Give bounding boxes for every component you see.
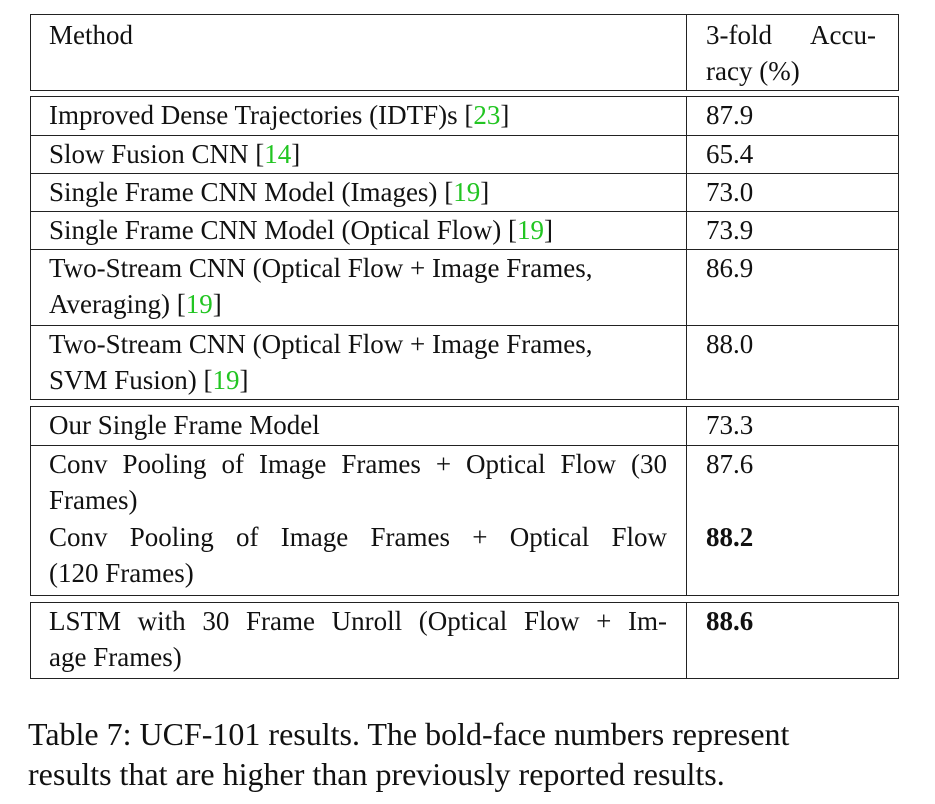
table-row: Slow Fusion CNN [14] 65.4 [31, 135, 898, 173]
table-row: Our Single Frame Model 73.3 [31, 407, 898, 445]
table-caption: Table 7: UCF-101 results. The bold-face … [28, 714, 908, 794]
method-cell: LSTM with 30 Frame Unroll (Optical Flow … [49, 606, 667, 672]
table-row: Two-Stream CNN (Optical Flow + Image Fra… [31, 325, 898, 399]
table-row: LSTM with 30 Frame Unroll (Optical Flow … [31, 603, 898, 678]
citation-link[interactable]: 19 [212, 365, 240, 395]
table-group-lstm: LSTM with 30 Frame Unroll (Optical Flow … [30, 602, 899, 679]
table-header: Method 3-fold Accu- racy (%) [30, 14, 899, 91]
citation-link[interactable]: 19 [516, 215, 544, 245]
accuracy-cell: 87.9 [706, 100, 754, 130]
citation-link[interactable]: 14 [264, 139, 292, 169]
method-cell: Conv Pooling of Image Frames + Optical F… [49, 449, 667, 515]
method-cell: Single Frame CNN Model (Optical Flow) [1… [49, 215, 553, 245]
caption-line2: results that are higher than previously … [28, 756, 725, 792]
table-row: Conv Pooling of Image Frames + Optical F… [31, 519, 898, 595]
citation-link[interactable]: 19 [453, 177, 481, 207]
method-cell: Two-Stream CNN (Optical Flow + Image Fra… [49, 253, 593, 319]
citation-link[interactable]: 23 [473, 100, 501, 130]
accuracy-header-line2: racy (%) [706, 56, 800, 86]
column-divider [686, 15, 687, 90]
accuracy-cell: 86.9 [706, 253, 754, 283]
method-cell: Conv Pooling of Image Frames + Optical F… [49, 522, 667, 588]
method-cell: Improved Dense Trajectories (IDTF)s [23] [49, 100, 510, 130]
caption-line1: Table 7: UCF-101 results. The bold-face … [28, 716, 790, 752]
accuracy-cell: 73.9 [706, 215, 754, 245]
citation-link[interactable]: 19 [185, 289, 213, 319]
accuracy-cell: 73.3 [706, 410, 754, 440]
table-row: Conv Pooling of Image Frames + Optical F… [31, 445, 898, 519]
method-cell: Slow Fusion CNN [14] [49, 139, 301, 169]
accuracy-cell: 73.0 [706, 177, 754, 207]
method-cell: Single Frame CNN Model (Images) [19] [49, 177, 490, 207]
accuracy-column-header: 3-fold Accu- racy (%) [706, 17, 886, 89]
table-group-prior-work: Improved Dense Trajectories (IDTF)s [23]… [30, 96, 899, 400]
table-row: Single Frame CNN Model (Optical Flow) [1… [31, 211, 898, 249]
method-cell: Our Single Frame Model [49, 410, 320, 440]
table-row: Improved Dense Trajectories (IDTF)s [23]… [31, 97, 898, 135]
accuracy-cell: 88.0 [706, 329, 754, 359]
table-row: Single Frame CNN Model (Images) [19] 73.… [31, 173, 898, 211]
table-row: Two-Stream CNN (Optical Flow + Image Fra… [31, 249, 898, 325]
accuracy-cell: 87.6 [706, 449, 754, 479]
column-divider [686, 97, 687, 399]
method-column-header: Method [49, 20, 133, 50]
accuracy-cell: 65.4 [706, 139, 754, 169]
column-divider [686, 603, 687, 678]
column-divider [686, 407, 687, 595]
accuracy-header-line1: 3-fold Accu- [706, 20, 876, 50]
table-group-our-models: Our Single Frame Model 73.3 Conv Pooling… [30, 406, 899, 596]
method-cell: Two-Stream CNN (Optical Flow + Image Fra… [49, 329, 593, 395]
accuracy-cell-best: 88.2 [706, 522, 754, 552]
accuracy-cell-best: 88.6 [706, 606, 754, 636]
